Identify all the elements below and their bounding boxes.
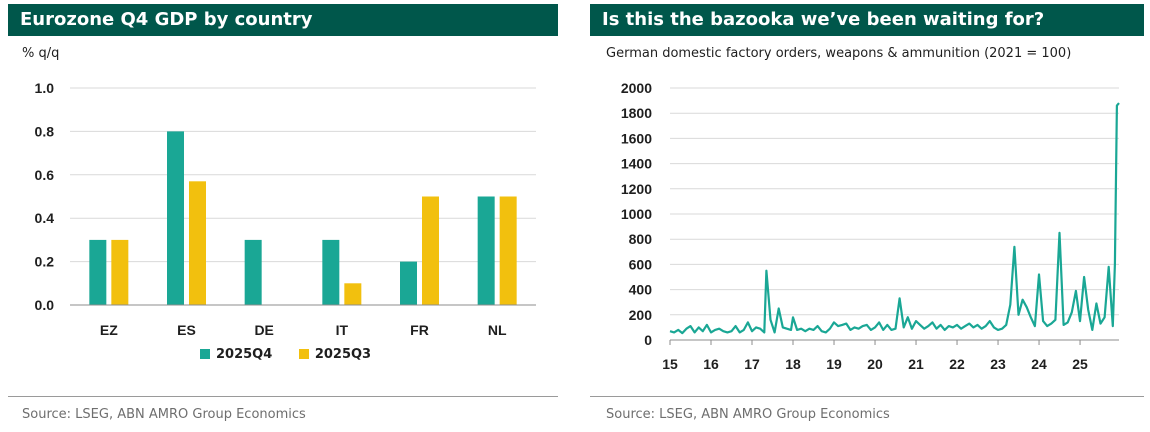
gdp-y-tick-label: 0.6 (35, 167, 55, 183)
gdp-x-tick-label: ES (177, 322, 196, 338)
weapons-y-tick-label: 0 (644, 332, 652, 348)
bar-fr-2025q3 (422, 196, 439, 305)
gdp-x-tick-label: NL (488, 322, 507, 338)
weapons-x-tick-label: 21 (908, 356, 924, 372)
weapons-orders-series-line (669, 102, 1120, 335)
weapons-x-tick-label: 15 (662, 356, 678, 372)
gdp-y-tick-label: 0.4 (35, 210, 55, 226)
weapons-x-tick-label: 18 (785, 356, 801, 372)
weapons-y-tick-label: 1000 (621, 206, 652, 222)
gdp-panel: Eurozone Q4 GDP by country % q/q 0.0 0.2 0… (0, 0, 562, 432)
gdp-y-tick-label: 0.2 (35, 254, 55, 270)
weapons-orders-panel: Is this the bazooka we’ve been waiting f… (586, 0, 1144, 432)
gdp-x-tick-label: IT (336, 322, 349, 338)
bar-nl-2025q3 (499, 196, 517, 305)
legend-swatch-2025q4 (200, 349, 210, 359)
bar-it-2025q3 (344, 283, 362, 305)
gdp-x-tick-label: DE (254, 322, 273, 338)
legend-label-2025q3: 2025Q3 (314, 347, 372, 362)
gdp-y-tick-label: 1.0 (35, 80, 55, 96)
bar-ez-2025q3 (111, 239, 129, 305)
weapons-line-chart: 0 200 400 600 800 1000 1200 1400 1600 1800 2000 15 1… (621, 80, 1120, 372)
weapons-x-tick-label: 25 (1072, 356, 1088, 372)
weapons-x-tick-label: 17 (744, 356, 760, 372)
weapons-y-tick-label: 400 (629, 282, 653, 298)
bar-nl-2025q4 (477, 196, 495, 305)
gdp-y-tick-label: 0.0 (35, 297, 55, 313)
weapons-x-tick-label: 24 (1031, 356, 1047, 372)
gdp-y-tick-label: 0.8 (35, 123, 55, 139)
weapons-y-tick-label: 1200 (621, 181, 652, 197)
weapons-chart-title: Is this the bazooka we’ve been waiting f… (590, 4, 1144, 36)
weapons-chart-subtitle: German domestic factory orders, weapons … (606, 46, 1072, 61)
gdp-bar-chart: 0.0 0.2 0.4 0.6 0.8 1.0 EZ ES DE IT FR NL (35, 80, 536, 338)
weapons-x-tick-label: 23 (990, 356, 1006, 372)
weapons-y-tick-label: 1800 (621, 105, 652, 121)
weapons-y-tick-label: 2000 (621, 80, 652, 96)
source-divider (590, 396, 1144, 397)
bar-es-2025q3 (189, 181, 206, 305)
weapons-y-tick-label: 800 (629, 231, 653, 247)
bar-it-2025q4 (322, 239, 340, 305)
gdp-y-axis-unit: % q/q (22, 46, 60, 61)
source-divider (8, 396, 558, 397)
legend-item-2025q4: 2025Q4 (200, 347, 272, 362)
bar-ez-2025q4 (89, 239, 107, 305)
weapons-x-tick-label: 16 (703, 356, 719, 372)
gdp-chart-title: Eurozone Q4 GDP by country (8, 4, 558, 36)
legend-label-2025q4: 2025Q4 (216, 347, 273, 362)
gdp-x-tick-label: FR (410, 322, 429, 338)
bar-de-2025q4 (244, 239, 262, 305)
weapons-x-tick-label: 22 (949, 356, 965, 372)
legend-item-2025q3: 2025Q3 (298, 347, 372, 362)
weapons-x-tick-label: 20 (867, 356, 883, 372)
weapons-y-tick-label: 1400 (621, 156, 652, 172)
weapons-source-note: Source: LSEG, ABN AMRO Group Economics (606, 407, 890, 422)
weapons-y-tick-label: 1600 (621, 130, 652, 146)
gdp-x-tick-label: EZ (100, 322, 118, 338)
bar-es-2025q4 (167, 131, 184, 305)
legend-swatch-2025q3 (298, 349, 309, 359)
weapons-x-tick-label: 19 (826, 356, 842, 372)
weapons-y-tick-label: 600 (629, 256, 653, 272)
bar-fr-2025q4 (400, 261, 417, 305)
gdp-legend: 2025Q4 2025Q3 (200, 347, 393, 362)
gdp-source-note: Source: LSEG, ABN AMRO Group Economics (22, 407, 306, 422)
weapons-y-tick-label: 200 (629, 307, 653, 323)
